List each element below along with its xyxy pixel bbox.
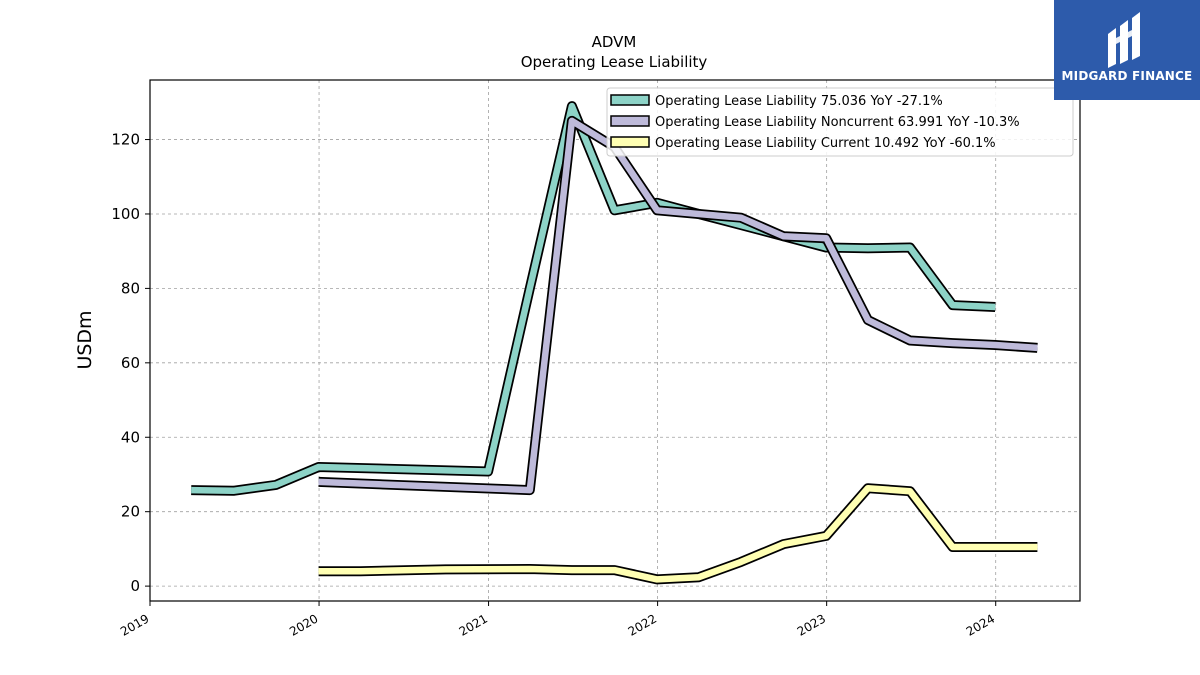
legend-swatch xyxy=(610,115,650,127)
data-point xyxy=(1036,347,1038,349)
y-tick-label: 120 xyxy=(111,131,140,149)
data-point xyxy=(487,470,489,472)
legend-swatch xyxy=(610,136,650,148)
legend-label: Operating Lease Liability 75.036 YoY -27… xyxy=(655,94,943,109)
data-point xyxy=(740,224,742,226)
logo-text: MIDGARD FINANCE xyxy=(1061,69,1193,83)
legend-label: Operating Lease Liability Current 10.492… xyxy=(655,136,996,151)
data-point xyxy=(571,569,573,571)
midgard-finance-logo: MIDGARD FINANCE xyxy=(1054,0,1200,100)
x-tick-label: 2020 xyxy=(287,611,320,638)
data-point xyxy=(994,306,996,308)
data-point xyxy=(867,487,869,489)
data-point xyxy=(656,209,658,211)
data-point xyxy=(952,342,954,344)
x-tick-label: 2021 xyxy=(457,611,490,638)
data-point xyxy=(318,481,320,483)
data-point xyxy=(867,319,869,321)
data-point xyxy=(952,546,954,548)
x-tick-label: 2024 xyxy=(964,611,997,638)
series-outline xyxy=(318,483,1038,585)
data-point xyxy=(656,578,658,580)
data-point xyxy=(444,568,446,570)
y-tick-label: 40 xyxy=(121,428,140,446)
data-point xyxy=(909,340,911,341)
data-point xyxy=(740,217,742,219)
x-tick-label: 2022 xyxy=(626,611,659,638)
y-tick-label: 60 xyxy=(121,354,140,372)
data-point xyxy=(190,489,192,491)
chart-title: ADVM xyxy=(592,33,637,51)
legend-label: Operating Lease Liability Noncurrent 63.… xyxy=(655,115,1020,130)
y-tick-label: 20 xyxy=(121,503,140,521)
y-tick-label: 100 xyxy=(111,205,140,223)
x-tick-label: 2019 xyxy=(118,611,151,638)
data-point xyxy=(783,543,785,545)
data-point xyxy=(232,490,234,492)
series-outline xyxy=(318,115,1038,496)
axes: 0 20 40 60 80 100 120 2019 2020 2021 2022 2023 2024 xyxy=(111,131,997,639)
data-point xyxy=(614,569,616,571)
data-point xyxy=(360,570,362,572)
midgard-logo-icon xyxy=(1108,12,1140,68)
series-line xyxy=(191,102,996,495)
data-point xyxy=(909,490,911,492)
data-point xyxy=(318,466,320,468)
data-point xyxy=(529,568,531,570)
legend-swatch xyxy=(610,94,650,106)
data-point xyxy=(825,535,827,537)
legend-box xyxy=(606,87,1074,157)
data-point xyxy=(571,105,573,107)
data-point xyxy=(275,484,277,486)
legend: Operating Lease Liability 75.036 YoY -27… xyxy=(606,87,1074,157)
data-point xyxy=(783,235,785,237)
data-point xyxy=(698,576,700,578)
data-point xyxy=(740,561,742,563)
series-lines xyxy=(190,101,1038,585)
data-point xyxy=(1036,546,1038,548)
data-point xyxy=(909,246,911,248)
data-point xyxy=(952,304,954,306)
data-point xyxy=(571,120,573,122)
y-tick-label: 80 xyxy=(121,279,140,297)
plot-frame xyxy=(149,79,1081,602)
data-point xyxy=(994,344,996,346)
series-line xyxy=(318,117,1038,494)
data-point xyxy=(529,489,531,491)
data-point xyxy=(867,247,869,249)
chart-subtitle: Operating Lease Liability xyxy=(521,53,708,71)
data-point xyxy=(529,287,531,289)
y-tick-label: 0 xyxy=(130,577,140,595)
x-tick-label: 2023 xyxy=(795,611,828,638)
y-axis-label: USDm xyxy=(74,310,96,369)
data-point xyxy=(614,209,616,211)
data-point xyxy=(698,213,700,215)
data-point xyxy=(318,570,320,572)
data-point xyxy=(825,237,827,239)
